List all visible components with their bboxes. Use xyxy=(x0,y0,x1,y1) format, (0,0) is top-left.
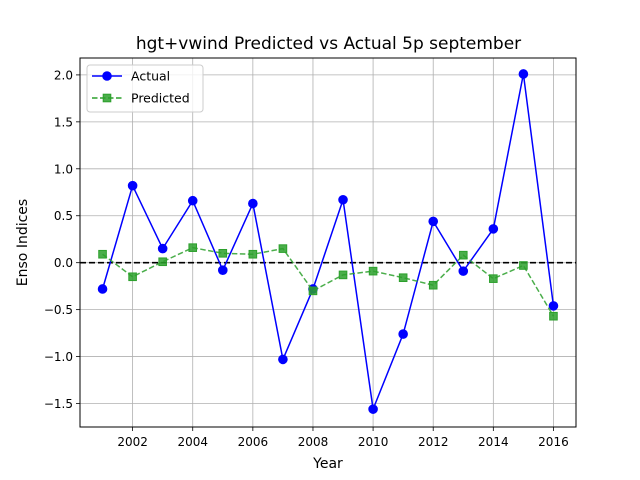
x-tick-label: 2014 xyxy=(478,435,509,449)
actual-point xyxy=(97,284,108,294)
predicted-point xyxy=(98,249,107,259)
predicted-point xyxy=(308,286,318,296)
actual-point xyxy=(398,329,408,339)
actual-point xyxy=(488,224,499,234)
y-axis: −1.5 −1.0 −0.5 0.0 0.5 1.0 1.5 2.0 xyxy=(44,68,80,411)
predicted-point xyxy=(338,270,348,280)
actual-point xyxy=(458,266,469,276)
predicted-line xyxy=(102,246,555,317)
y-tick-label: 1.0 xyxy=(54,162,73,176)
x-tick-label: 2002 xyxy=(117,435,148,449)
series-actual xyxy=(97,69,559,414)
actual-point xyxy=(368,404,378,414)
x-axis: 2002 2004 2006 2008 2010 2012 2014 2016 xyxy=(117,427,569,449)
actual-point xyxy=(338,194,348,205)
y-tick-label: 0.5 xyxy=(54,209,73,223)
series-layer xyxy=(97,69,559,414)
actual-point xyxy=(248,198,258,209)
predicted-point xyxy=(519,261,528,270)
y-tick-label: 1.5 xyxy=(54,115,73,129)
plot-frame xyxy=(79,57,577,428)
x-tick-label: 2012 xyxy=(418,435,449,449)
predicted-point xyxy=(428,280,438,290)
y-tick-label: 0.0 xyxy=(54,256,73,270)
legend-predicted-label: Predicted xyxy=(131,91,190,106)
y-axis-label: Enso Indices xyxy=(15,199,31,286)
x-axis-label: Year xyxy=(312,456,343,472)
predicted-point xyxy=(158,257,167,267)
x-tick-label: 2016 xyxy=(538,435,569,449)
actual-point xyxy=(217,265,228,275)
actual-point xyxy=(187,195,198,206)
series-predicted xyxy=(98,243,558,321)
y-tick-label: −1.0 xyxy=(44,350,73,364)
actual-point xyxy=(157,243,168,254)
actual-point xyxy=(518,69,529,79)
y-tick-label: −0.5 xyxy=(44,303,73,317)
legend-actual-label: Actual xyxy=(131,69,170,84)
predicted-point xyxy=(278,244,288,253)
y-tick-label: −1.5 xyxy=(44,397,73,411)
x-tick-label: 2004 xyxy=(177,435,208,449)
y-tick-label: 2.0 xyxy=(54,68,73,82)
predicted-point xyxy=(248,249,258,259)
actual-point xyxy=(278,354,288,365)
predicted-point xyxy=(458,250,468,260)
legend-actual-marker xyxy=(102,71,112,81)
predicted-point xyxy=(489,274,498,283)
x-tick-label: 2006 xyxy=(238,435,269,449)
predicted-point xyxy=(188,243,198,252)
legend: Actual Predicted xyxy=(86,64,204,113)
legend-predicted-marker xyxy=(102,93,112,103)
predicted-point xyxy=(549,311,558,321)
actual-point xyxy=(428,216,439,227)
actual-point xyxy=(548,301,559,311)
actual-line xyxy=(101,73,555,413)
predicted-point xyxy=(128,272,137,282)
x-tick-label: 2010 xyxy=(358,435,389,449)
x-tick-label: 2008 xyxy=(298,435,329,449)
predicted-point xyxy=(218,248,228,258)
actual-point xyxy=(127,180,138,191)
chart-title: hgt+vwind Predicted vs Actual 5p septemb… xyxy=(136,34,521,54)
predicted-point xyxy=(398,273,408,283)
predicted-point xyxy=(368,266,378,276)
